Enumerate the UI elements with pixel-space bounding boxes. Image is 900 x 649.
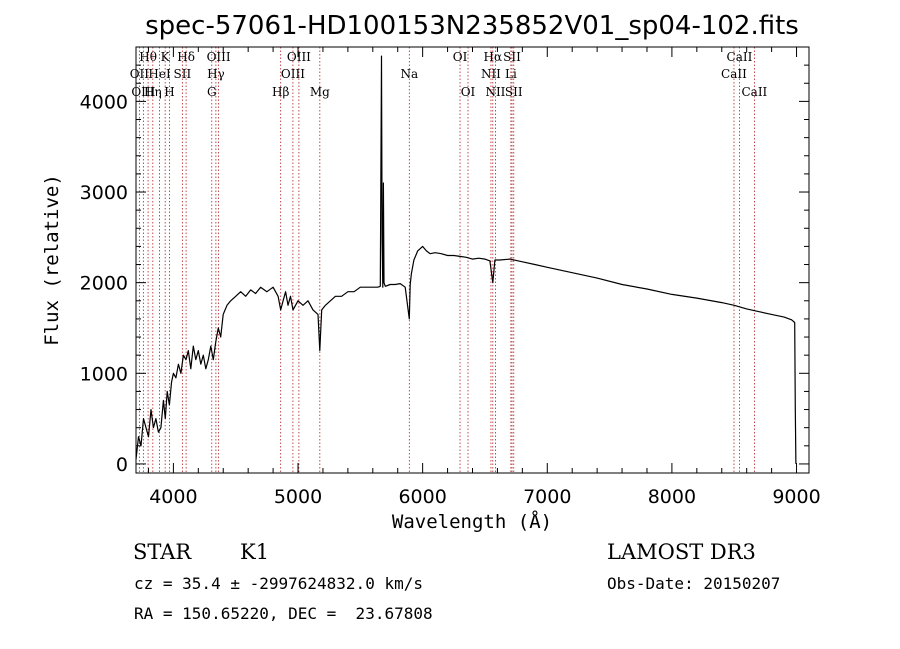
survey-name: LAMOST DR3 (607, 540, 756, 564)
y-axis-ticks: 0 1000 2000 3000 4000 (80, 64, 809, 476)
y-tick-label: 1000 (80, 363, 128, 385)
line-label: OIII (131, 85, 155, 99)
x-tick-label: 5000 (274, 486, 322, 508)
y-tick-label: 0 (116, 454, 128, 476)
y-tick-label: 4000 (80, 91, 128, 113)
line-label: OIII (287, 50, 311, 64)
x-axis-ticks: 4000 5000 6000 7000 8000 9000 (147, 47, 821, 508)
x-tick-label: 8000 (648, 486, 696, 508)
line-label: NII (485, 85, 505, 99)
line-label: Hθ (139, 50, 157, 64)
line-label: Hδ (177, 50, 195, 64)
redshift-line: cz = 35.4 ± -2997624832.0 km/s (134, 574, 423, 593)
line-label: G (207, 85, 217, 99)
line-label: CaII (721, 67, 747, 81)
line-label: Li (505, 67, 517, 81)
x-tick-label: 4000 (149, 486, 197, 508)
x-tick-label: 6000 (398, 486, 446, 508)
line-label: SII (505, 85, 523, 99)
spectrum-series-line (135, 55, 797, 464)
x-tick-label: 7000 (523, 486, 571, 508)
line-label: Mg (310, 85, 330, 99)
line-label: Na (400, 67, 418, 81)
x-tick-label: 9000 (772, 486, 820, 508)
line-label: OII (130, 67, 150, 81)
line-label: OI (453, 50, 468, 64)
line-label: CaII (727, 50, 753, 64)
line-label: Hα (484, 50, 503, 64)
x-axis-label: Wavelength (Å) (392, 510, 552, 533)
coordinates-line: RA = 150.65220, DEC = 23.67808 (134, 604, 433, 623)
line-label: OIII (207, 50, 231, 64)
line-label: OIII (281, 67, 305, 81)
line-label: HeI (148, 67, 171, 81)
line-label: Hη (144, 85, 162, 99)
y-tick-label: 3000 (80, 182, 128, 204)
y-axis-label: Flux (relative) (41, 174, 63, 346)
plot-frame (135, 46, 810, 474)
line-label: Hγ (207, 67, 225, 81)
emission-line-markers (138, 47, 755, 473)
line-label: OI (461, 85, 476, 99)
line-label: Hβ (272, 85, 289, 99)
y-tick-label: 2000 (80, 273, 128, 295)
line-label: SII (503, 50, 521, 64)
line-label: NII (481, 67, 501, 81)
line-label: SII (174, 67, 192, 81)
observation-date: Obs-Date: 20150207 (607, 574, 781, 593)
line-label: CaII (741, 85, 767, 99)
line-label: K (161, 50, 171, 64)
object-type: STAR (133, 540, 192, 564)
chart-title: spec-57061-HD100153N235852V01_sp04-102.f… (145, 11, 799, 41)
object-subclass: K1 (240, 540, 270, 564)
line-label: H (164, 85, 174, 99)
